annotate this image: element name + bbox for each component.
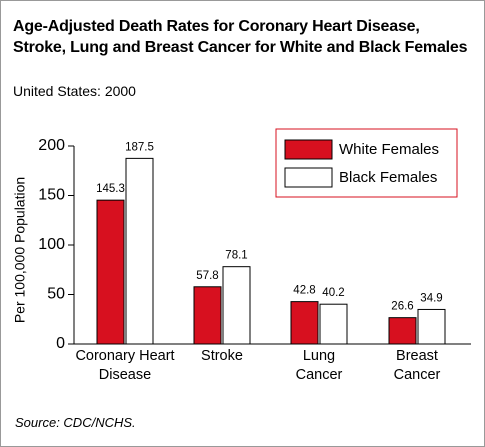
bar [125,157,154,345]
value-label: 40.2 [322,287,344,299]
value-label: 34.9 [420,292,442,304]
value-label: 57.8 [196,270,218,282]
bar [388,317,417,345]
x-tick-label: Coronary Heart Disease [75,348,175,383]
value-label: 26.6 [391,301,413,313]
source-note: Source: CDC/NCHS. [15,415,136,430]
bar [193,286,222,345]
y-tick-label: 100 [38,236,65,253]
y-axis-label: Per 100,000 Population [12,177,28,323]
legend-swatch [284,167,333,188]
bar [319,303,348,345]
x-tick-label: Stroke [201,348,243,364]
y-tick-label: 200 [38,137,65,154]
x-tick-label: Lung Cancer [295,348,343,383]
legend-swatch [284,139,333,160]
value-label: 187.5 [125,141,154,153]
chart-subtitle: United States: 2000 [13,83,136,99]
bar [290,301,319,345]
y-tick-label: 50 [47,286,65,303]
chart-title: Age-Adjusted Death Rates for Coronary He… [13,18,468,56]
bar [222,266,251,345]
bar [417,308,446,345]
value-label: 145.3 [96,183,125,195]
y-tick-label: 150 [38,187,65,204]
value-label: 78.1 [225,250,247,262]
bar [96,199,125,345]
legend-label: Black Females [339,169,437,186]
value-label: 42.8 [293,285,315,297]
y-tick-label: 0 [56,335,65,352]
x-tick-label: Breast Cancer [393,348,441,383]
legend-label: White Females [339,141,439,158]
